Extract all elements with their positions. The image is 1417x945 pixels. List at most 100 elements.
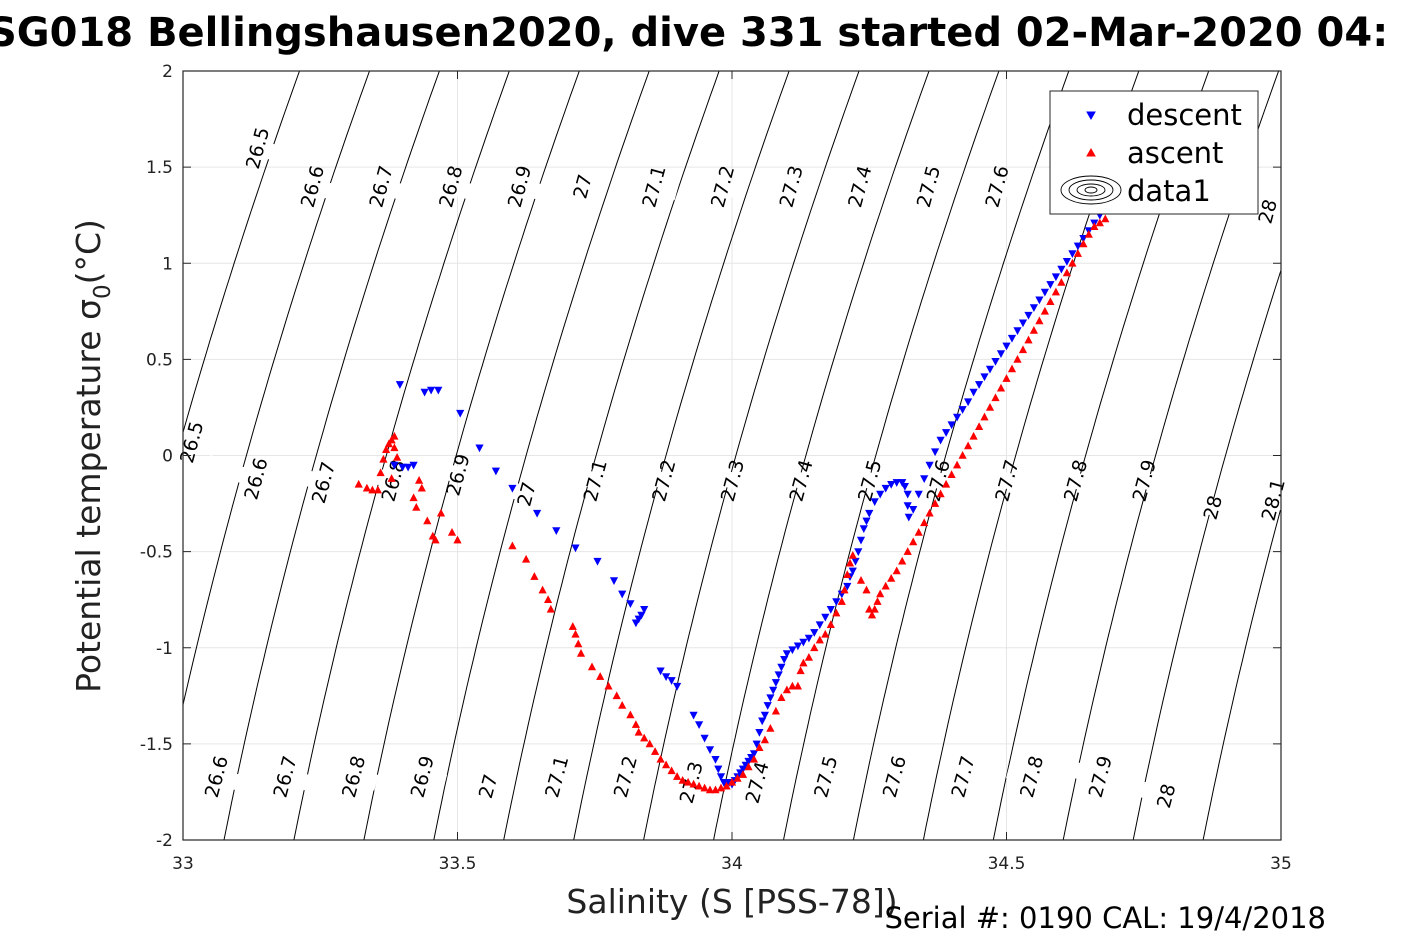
ascent-marker — [760, 735, 769, 744]
contour-label-background — [1005, 762, 1057, 791]
density-contour-line — [783, 71, 1000, 840]
descent-marker — [769, 686, 778, 695]
ascent-marker — [980, 412, 989, 421]
contour-label-background — [259, 762, 310, 791]
contour-label-background — [1247, 485, 1299, 514]
ascent-marker — [1062, 268, 1071, 277]
ascent-marker — [804, 652, 813, 661]
legend-descent-marker — [1086, 111, 1096, 121]
ascent-marker — [1018, 345, 1028, 354]
contour-label: 27.2 — [610, 754, 642, 801]
density-contour-line — [1202, 506, 1281, 840]
descent-marker — [609, 577, 619, 585]
descent-marker — [964, 398, 973, 407]
descent-marker — [774, 671, 783, 680]
ascent-marker — [453, 535, 462, 544]
ascent-marker — [942, 479, 951, 488]
ascent-marker — [1101, 214, 1110, 223]
ascent-marker — [522, 554, 531, 563]
descent-marker — [1062, 257, 1071, 266]
descent-marker — [804, 634, 813, 643]
descent-marker — [887, 480, 896, 489]
descent-marker — [859, 525, 868, 534]
legend-contour-icon — [1060, 175, 1122, 205]
descent-marker — [782, 650, 791, 658]
contour-label: 26.9 — [504, 163, 536, 210]
ascent-marker — [903, 547, 912, 555]
contour-label: 26.6 — [201, 754, 233, 801]
contour-label-background — [425, 172, 476, 201]
density-contour-line — [433, 71, 650, 840]
ascent-marker — [738, 770, 748, 778]
descent-marker — [777, 663, 786, 672]
descent-marker — [1024, 311, 1033, 320]
contour-label-background — [599, 762, 651, 791]
contour-label: 27.9 — [1129, 457, 1161, 504]
descent-marker — [404, 463, 413, 472]
ascent-marker — [376, 468, 385, 477]
ascent-marker — [826, 620, 835, 629]
ascent-marker — [631, 720, 641, 728]
serial-cal-footer: Serial #: 0190 CAL: 19/4/2018 — [884, 901, 1326, 935]
descent-marker — [667, 677, 676, 685]
descent-marker — [714, 765, 723, 774]
ascent-marker — [436, 508, 446, 517]
ascent-marker — [1057, 278, 1066, 286]
density-contour-line — [852, 71, 1070, 840]
descent-marker — [854, 548, 863, 557]
descent-marker — [920, 475, 929, 484]
ascent-marker — [362, 483, 371, 492]
descent-marker — [780, 655, 789, 664]
contour-label-background — [1074, 762, 1126, 791]
descent-marker — [947, 421, 956, 430]
descent-marker — [711, 755, 720, 764]
ascent-marker — [796, 666, 805, 675]
y-axis-label-unit: (°C) — [69, 219, 108, 284]
ascent-marker — [975, 422, 984, 431]
y-axis-label: Potential temperature σ0(°C) — [69, 219, 116, 693]
x-tick-label: 34.5 — [988, 854, 1026, 874]
descent-marker — [1073, 242, 1082, 251]
contour-label-background — [696, 172, 748, 201]
descent-marker — [571, 544, 580, 553]
descent-marker — [848, 567, 857, 576]
descent-marker — [810, 629, 819, 637]
density-contour-line — [713, 71, 930, 840]
ascent-marker — [722, 781, 731, 790]
descent-marker — [771, 679, 780, 687]
x-tick-label: 34 — [721, 854, 743, 874]
contour-label: 26.5 — [242, 125, 274, 172]
contour-label: 26.7 — [269, 754, 301, 801]
ascent-marker — [1013, 354, 1022, 363]
legend-contour-icon — [1076, 183, 1106, 197]
ascent-marker — [837, 597, 846, 605]
ascent-marker — [382, 445, 391, 454]
ascent-marker — [1051, 287, 1060, 296]
contour-label-background — [868, 762, 920, 791]
contour-label-background — [493, 172, 545, 201]
contour-label-background — [297, 468, 349, 497]
ascent-marker — [618, 700, 627, 709]
contour-label-background — [165, 428, 217, 456]
ascent-marker — [634, 727, 643, 736]
ascent-marker — [409, 493, 418, 502]
contour-label: 27.7 — [947, 754, 979, 801]
descent-marker — [395, 381, 404, 389]
y-tick-label: -0.5 — [140, 543, 173, 563]
ascent-marker — [587, 662, 597, 671]
contour-label-background — [638, 466, 689, 495]
contour-label-background — [628, 172, 679, 201]
contour-label: 27.1 — [541, 754, 573, 801]
descent-marker — [1002, 342, 1011, 351]
ascent-marker — [1073, 249, 1082, 257]
ascent-marker — [387, 474, 396, 482]
contour-label-background — [462, 772, 513, 801]
ascent-marker — [876, 589, 885, 598]
legend-label: descent — [1127, 98, 1242, 132]
ascent-marker — [626, 710, 635, 719]
ascent-marker — [969, 431, 978, 440]
contour-label: 27.8 — [1016, 754, 1048, 801]
contour-label: 27.4 — [785, 457, 817, 504]
ascent-marker — [508, 541, 517, 550]
